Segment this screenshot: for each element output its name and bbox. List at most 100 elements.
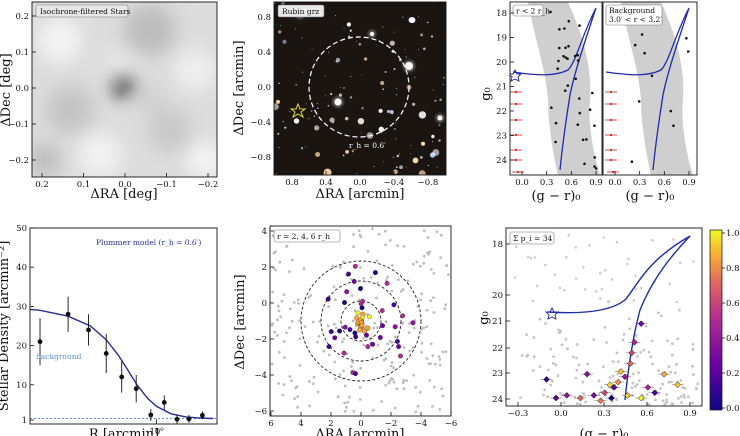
image-source — [300, 147, 304, 150]
field-star — [552, 355, 555, 358]
radius-4rh-circle — [320, 280, 402, 362]
member-star — [366, 314, 372, 320]
x-tick-label: 4 — [298, 419, 303, 429]
image-source — [289, 111, 291, 113]
field-star — [514, 245, 518, 248]
half-light-radius-label: r_h = 0.6′ — [349, 141, 386, 150]
field-star — [644, 324, 648, 328]
y-tick-label: −2 — [254, 335, 267, 345]
field-star — [669, 370, 673, 374]
image-source — [434, 99, 437, 102]
field-star — [401, 288, 405, 291]
field-star — [634, 274, 637, 277]
cmd-star — [685, 37, 688, 40]
field-star — [311, 320, 315, 324]
field-star — [298, 364, 302, 367]
image-source — [280, 2, 286, 5]
photometric-error-point — [514, 90, 518, 94]
field-star — [574, 246, 578, 249]
member-star — [360, 298, 366, 304]
image-source — [423, 47, 426, 51]
field-star — [282, 340, 286, 343]
field-star — [556, 374, 560, 378]
field-star — [425, 325, 428, 329]
field-star — [383, 229, 387, 233]
image-source — [383, 161, 385, 162]
field-star — [376, 281, 380, 285]
field-star — [622, 333, 626, 336]
image-source — [405, 56, 407, 58]
field-star — [290, 319, 294, 323]
y-tick-label: −6 — [254, 407, 267, 417]
field-star — [603, 268, 607, 272]
field-star — [342, 337, 346, 340]
x-tick-label: −0.4 — [384, 178, 405, 188]
y-tick-label: 20 — [16, 342, 27, 352]
y-tick-label: 20 — [496, 58, 507, 68]
x-tick-label: 0.2 — [35, 180, 49, 190]
y-tick-label: 0.0 — [257, 83, 271, 93]
member-star — [396, 344, 402, 350]
field-star — [276, 334, 279, 337]
field-star — [311, 382, 315, 385]
image-source — [311, 48, 313, 50]
field-star — [571, 355, 575, 359]
field-star — [542, 393, 545, 397]
field-star — [600, 288, 604, 291]
image-source — [279, 25, 281, 26]
field-star — [375, 326, 379, 329]
image-source — [418, 170, 426, 175]
y-tick-label: 0.4 — [257, 48, 271, 58]
field-star — [592, 338, 596, 342]
field-star — [443, 307, 447, 311]
image-source — [427, 21, 429, 24]
member-star — [342, 300, 347, 306]
image-source — [419, 155, 423, 159]
image-source — [277, 132, 280, 135]
field-star — [276, 318, 279, 322]
x-tick-label: −0.2 — [198, 180, 219, 190]
image-source — [396, 87, 398, 89]
colorbar-tick-label: 0.0 — [726, 404, 740, 414]
cmd-star — [566, 57, 569, 60]
field-star — [391, 264, 394, 267]
field-star — [554, 363, 558, 367]
field-star — [389, 364, 393, 368]
field-star — [396, 244, 399, 248]
x-tick-label: −4 — [415, 419, 428, 429]
radius-2rh-circle — [340, 300, 382, 342]
field-star — [402, 387, 406, 391]
field-star — [647, 350, 651, 354]
image-source — [393, 127, 396, 130]
field-star — [386, 342, 389, 346]
image-source — [443, 77, 445, 79]
x-tick-label: 6 — [268, 419, 273, 429]
field-star — [283, 356, 286, 360]
image-source — [305, 103, 307, 105]
image-source — [295, 84, 297, 86]
field-star — [357, 229, 361, 233]
field-star — [386, 275, 389, 279]
field-star — [342, 260, 345, 264]
field-star — [679, 261, 682, 265]
image-source — [420, 33, 424, 37]
photometric-error-point — [514, 158, 518, 162]
cmd-members-points — [540, 320, 684, 405]
member-point — [563, 392, 571, 399]
density-map-label: Isochrone-filtered Stars — [40, 7, 131, 16]
cmd-star — [562, 55, 565, 58]
field-star — [390, 377, 393, 380]
field-star — [686, 395, 690, 399]
cmd-star — [558, 46, 561, 50]
member-star — [410, 320, 416, 326]
field-star — [575, 356, 578, 360]
cmd-star — [554, 121, 558, 125]
photometric-error-point — [609, 118, 613, 122]
member-star — [380, 323, 385, 329]
field-star — [296, 298, 300, 302]
field-star — [676, 337, 680, 341]
field-star — [292, 301, 296, 304]
colorbar-axis: 1.0 0.8 0.6 0.4 0.2 0.0 — [722, 229, 740, 414]
field-star — [385, 278, 388, 282]
field-star — [420, 292, 423, 296]
